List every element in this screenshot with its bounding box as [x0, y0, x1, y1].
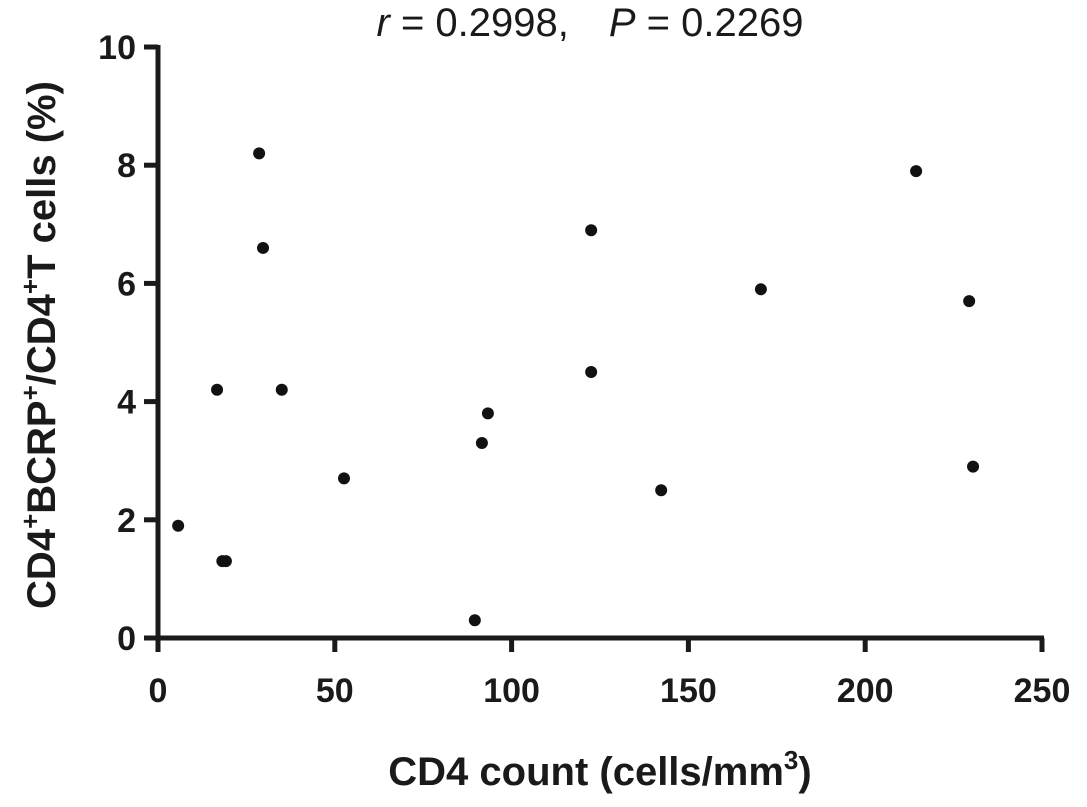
y-axis-label-sup: +: [15, 514, 45, 529]
x-axis-label-sup: 3: [784, 745, 798, 775]
y-axis-label-part: BCRP: [20, 400, 64, 513]
correlation-annotation: r = 0.2998, P = 0.2269: [377, 1, 804, 45]
x-tick-label: 250: [1014, 672, 1071, 710]
data-point: [172, 519, 185, 532]
y-tick-label: 8: [117, 147, 136, 185]
data-point: [585, 366, 598, 379]
x-tick-label: 0: [149, 672, 168, 710]
r-value: = 0.2998,: [390, 1, 569, 45]
p-value: = 0.2269: [636, 1, 804, 45]
p-symbol: P: [609, 1, 636, 45]
data-point: [910, 165, 923, 178]
x-tick-label: 150: [660, 672, 717, 710]
x-tick-label: 100: [483, 672, 540, 710]
y-tick-label: 0: [117, 620, 136, 658]
x-axis-label-main: CD4 count (cells/mm: [388, 750, 784, 794]
data-point: [337, 472, 350, 485]
data-point: [211, 383, 224, 396]
data-point: [655, 484, 668, 497]
data-point: [275, 383, 288, 396]
x-tick-label: 200: [837, 672, 894, 710]
y-axis-label-part: T cells (%): [20, 81, 64, 279]
data-point: [963, 295, 976, 308]
data-point: [967, 460, 980, 473]
y-tick-label: 10: [98, 29, 136, 67]
x-axis-label-end: ): [798, 750, 811, 794]
y-tick-label: 2: [117, 502, 136, 540]
data-point: [585, 224, 598, 237]
data-point: [219, 555, 232, 568]
y-axis-label-part: CD4: [20, 528, 64, 609]
data-point: [481, 407, 494, 420]
data-point: [754, 283, 767, 296]
data-point: [468, 614, 481, 627]
y-axis-label-part: /CD4: [20, 293, 64, 385]
y-axis-label-sup: +: [15, 279, 45, 294]
data-point: [257, 241, 270, 254]
x-axis-label: CD4 count (cells/mm3): [388, 745, 811, 794]
x-tick-label: 50: [316, 672, 354, 710]
y-axis-label-sup: +: [15, 385, 45, 400]
axes: [155, 45, 1044, 641]
r-symbol: r: [377, 1, 392, 45]
y-axis-label: CD4+BCRP+/CD4+T cells (%): [15, 81, 64, 609]
y-tick-label: 4: [117, 384, 136, 422]
data-point: [253, 147, 266, 160]
data-point: [475, 436, 488, 449]
y-tick-label: 6: [117, 265, 136, 303]
